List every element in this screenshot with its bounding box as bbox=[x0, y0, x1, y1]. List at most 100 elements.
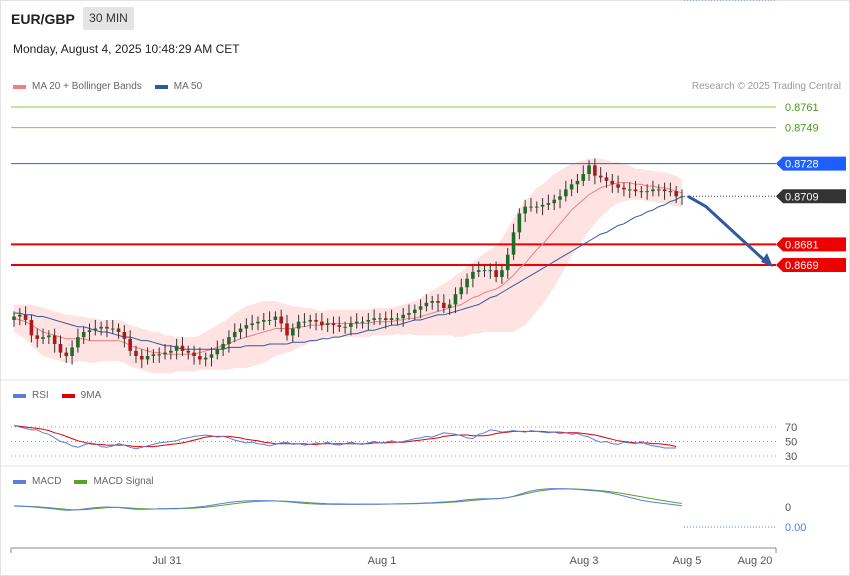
macd-legend: MACD MACD Signal bbox=[13, 476, 153, 487]
rsi-level-label: 30 bbox=[785, 451, 797, 463]
candle-body bbox=[192, 352, 196, 357]
current-price-tag bbox=[776, 189, 846, 204]
macd-signal-line bbox=[13, 488, 683, 511]
support-tag bbox=[776, 258, 846, 272]
candle-body bbox=[308, 319, 313, 322]
credit-label: Research © 2025 Trading Central bbox=[691, 81, 841, 92]
candle-body bbox=[401, 314, 405, 319]
candle-body bbox=[139, 356, 144, 360]
candle-body bbox=[459, 287, 464, 295]
candle-body bbox=[372, 318, 376, 320]
rsi-legend: RSI 9MA bbox=[13, 390, 101, 401]
candle-body bbox=[587, 165, 591, 174]
rsi-swatch bbox=[13, 393, 26, 398]
candle-body bbox=[360, 321, 365, 323]
candle-body bbox=[244, 325, 249, 329]
candle-body bbox=[575, 180, 580, 185]
candle-body bbox=[232, 331, 237, 338]
candle-body bbox=[29, 319, 34, 336]
candle-body bbox=[116, 328, 121, 332]
candle-body bbox=[616, 184, 620, 188]
candle-body bbox=[105, 326, 109, 329]
candle-body bbox=[500, 270, 504, 278]
candle-body bbox=[418, 306, 423, 310]
candle-body bbox=[198, 356, 202, 360]
macd-swatch bbox=[13, 479, 26, 484]
candle-body bbox=[494, 270, 498, 278]
candle-body bbox=[302, 321, 307, 323]
candle-body bbox=[273, 316, 278, 320]
candle-body bbox=[668, 191, 673, 193]
candle-body bbox=[482, 270, 487, 272]
candle-body bbox=[447, 304, 452, 308]
candle-body bbox=[546, 203, 551, 205]
resistance-label: 0.8761 bbox=[785, 102, 819, 114]
ma20-line bbox=[13, 182, 683, 355]
candle-body bbox=[12, 316, 16, 320]
candle-body bbox=[93, 328, 98, 331]
candle-body bbox=[267, 319, 272, 321]
candle-body bbox=[157, 354, 162, 356]
candle-body bbox=[540, 204, 545, 207]
candle-body bbox=[436, 301, 440, 303]
candle-body bbox=[128, 338, 132, 351]
candle-body bbox=[610, 180, 615, 185]
main-legend: MA 20 + Bollinger Bands MA 50 bbox=[13, 81, 202, 92]
candle-body bbox=[645, 191, 649, 193]
support-label: 0.8681 bbox=[785, 239, 819, 251]
candle-body bbox=[453, 294, 458, 305]
forecast-arrow-line bbox=[687, 195, 766, 262]
ma50-swatch bbox=[154, 84, 168, 89]
macd-zero-label: 0 bbox=[785, 502, 791, 514]
current-price-label: 0.8709 bbox=[785, 191, 819, 203]
candle-body bbox=[413, 309, 417, 314]
candle-body bbox=[517, 213, 522, 233]
candle-body bbox=[680, 196, 684, 198]
candle-body bbox=[639, 191, 644, 193]
candle-body bbox=[256, 321, 260, 324]
candle-body bbox=[174, 345, 179, 351]
candle-body bbox=[285, 323, 289, 336]
candle-body bbox=[383, 318, 388, 320]
candle-body bbox=[70, 347, 74, 357]
candle-body bbox=[366, 319, 371, 322]
candle-body bbox=[180, 345, 185, 351]
pair-title: EUR/GBP bbox=[11, 11, 75, 27]
candle-body bbox=[488, 270, 493, 272]
candle-body bbox=[552, 199, 557, 204]
macd-signal-swatch bbox=[74, 479, 88, 484]
timeframe-button[interactable]: 30 MIN bbox=[83, 7, 134, 30]
candle-body bbox=[18, 314, 22, 317]
ma20-legend-label: MA 20 + Bollinger Bands bbox=[32, 81, 142, 92]
datetime-label: Monday, August 4, 2025 10:48:29 AM CET bbox=[13, 42, 240, 56]
candle-body bbox=[209, 354, 214, 358]
candle-body bbox=[291, 328, 295, 336]
macd-signal-legend-label: MACD Signal bbox=[93, 476, 154, 487]
candle-body bbox=[151, 354, 156, 357]
candle-body bbox=[296, 321, 301, 329]
candle-body bbox=[505, 254, 510, 271]
candle-body bbox=[145, 356, 150, 360]
candle-body bbox=[662, 189, 667, 192]
candle-body bbox=[622, 187, 626, 190]
candle-body bbox=[221, 344, 225, 350]
candle-body bbox=[569, 184, 574, 190]
candle-body bbox=[476, 270, 481, 272]
candle-body bbox=[465, 278, 469, 288]
candle-body bbox=[110, 328, 115, 330]
candle-body bbox=[674, 191, 678, 197]
candle-body bbox=[279, 316, 283, 324]
ma20-swatch bbox=[13, 84, 26, 89]
candle-body bbox=[598, 175, 603, 178]
candle-body bbox=[442, 302, 446, 308]
candle-body bbox=[534, 206, 539, 208]
candle-body bbox=[593, 165, 597, 176]
pivot-label: 0.8728 bbox=[785, 159, 819, 171]
time-axis-label: Aug 20 bbox=[738, 555, 773, 567]
time-axis-label: Jul 31 bbox=[152, 555, 181, 567]
candle-body bbox=[558, 196, 562, 200]
macd-legend-label: MACD bbox=[32, 476, 62, 487]
candle-body bbox=[407, 313, 411, 315]
candle-body bbox=[343, 326, 347, 328]
